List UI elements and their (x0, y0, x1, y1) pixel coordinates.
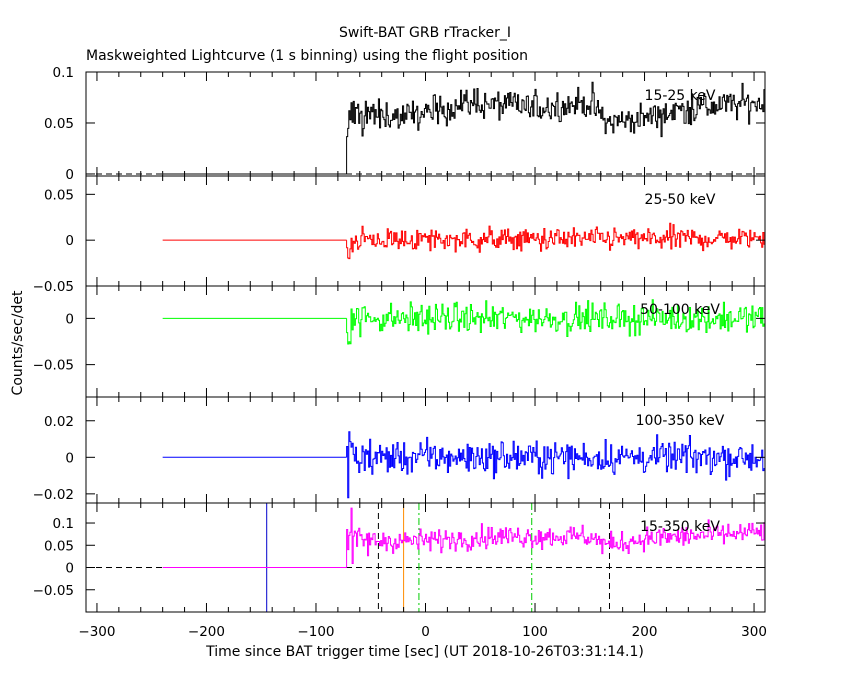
panel-4: 100-350 keV −0.02 0 0.02 (33, 396, 766, 504)
panels-group: 15-25 keV 0 0.05 0.1 25-50 keV −0.05 0 0.05 50-1… (33, 65, 767, 640)
y-tick-label: 0.05 (44, 538, 74, 554)
y-tick-label: −0.05 (33, 583, 74, 599)
panel-3: 50-100 keV −0.05 0 (33, 285, 766, 398)
band-label: 15-350 keV (640, 519, 720, 535)
lightcurve-series (346, 81, 765, 174)
y-tick-label: −0.05 (33, 279, 74, 295)
y-tick-label: −0.05 (33, 358, 74, 374)
band-label: 25-50 keV (645, 192, 716, 208)
x-tick-label: 100 (522, 624, 548, 640)
y-tick-label: 0.1 (53, 65, 74, 81)
y-tick-label: 0.1 (53, 516, 74, 532)
x-tick-label: 200 (632, 624, 658, 640)
panel-1: 15-25 keV 0 0.05 0.1 (44, 65, 766, 183)
y-tick-label: 0 (65, 233, 74, 249)
x-tick-label: 300 (741, 624, 767, 640)
band-label: 100-350 keV (636, 413, 725, 429)
lightcurve-series (346, 222, 765, 260)
y-tick-label: 0 (65, 450, 74, 466)
band-label: 15-25 keV (645, 88, 716, 104)
y-axis-label: Counts/sec/det (10, 290, 26, 395)
lightcurve-series (346, 299, 765, 345)
x-tick-label: −300 (78, 624, 115, 640)
y-tick-label: 0.02 (44, 414, 74, 430)
x-axis-label: Time since BAT trigger time [sec] (UT 20… (205, 644, 644, 660)
lightcurve-series (346, 507, 765, 568)
y-tick-label: 0 (65, 311, 74, 327)
panel-2: 25-50 keV −0.05 0 0.05 (33, 175, 766, 295)
chart-subtitle: Maskweighted Lightcurve (1 s binning) us… (86, 48, 528, 64)
band-label: 50-100 keV (640, 302, 720, 318)
chart-title: Swift-BAT GRB rTracker_I (339, 25, 511, 41)
x-tick-label: −100 (297, 624, 334, 640)
y-tick-label: 0 (65, 167, 74, 183)
y-tick-label: 0 (65, 561, 74, 577)
lightcurve-series (346, 431, 765, 499)
x-tick-label: 0 (421, 624, 430, 640)
x-tick-label: −200 (188, 624, 225, 640)
y-tick-label: 0.05 (44, 187, 74, 203)
y-tick-label: −0.02 (33, 487, 74, 503)
panel-5: 15-350 keV −0.05 0 0.05 0.1 (33, 502, 766, 613)
y-tick-label: 0.05 (44, 116, 74, 132)
